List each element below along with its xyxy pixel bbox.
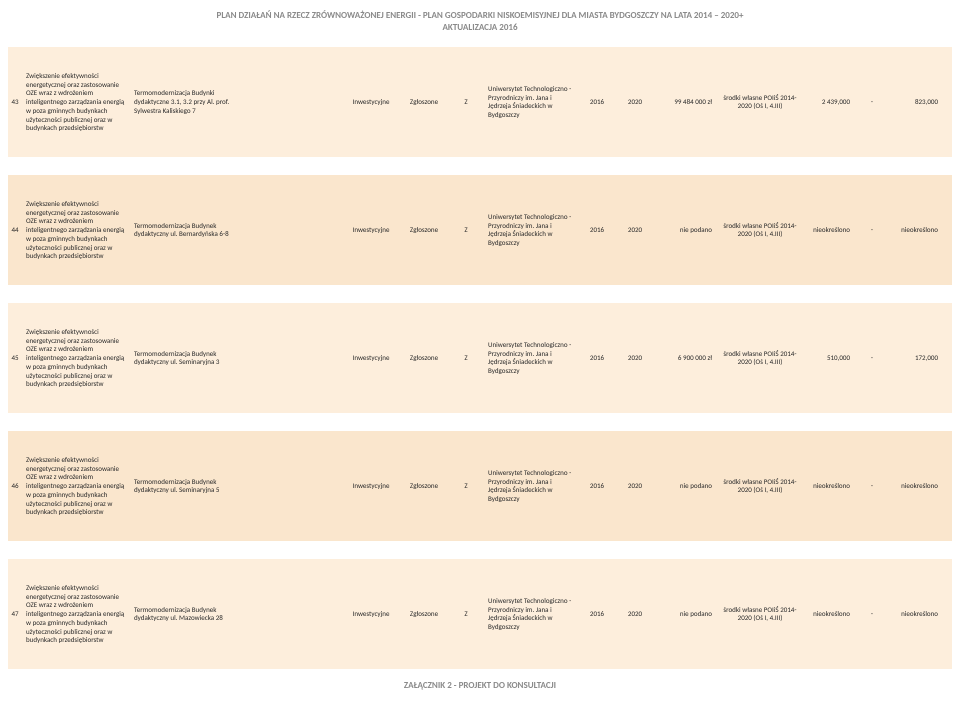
row-index: 44 bbox=[8, 175, 22, 285]
row-applicant: Uniwersytet Technologiczno - Przyrodnicz… bbox=[484, 175, 578, 285]
row-flag: Z bbox=[448, 559, 484, 669]
row-description: Zwiększenie efektywności energetycznej o… bbox=[22, 175, 130, 285]
row-cost: nie podano bbox=[654, 175, 716, 285]
title-line-1: PLAN DZIAŁAŃ NA RZECZ ZRÓWNOWAŻONEJ ENER… bbox=[217, 10, 744, 21]
row-year-from: 2016 bbox=[578, 559, 616, 669]
table-row: 45 Zwiększenie efektywności energetyczne… bbox=[8, 303, 952, 413]
row-source: środki własne POIiŚ 2014-2020 (Oś I, 4.I… bbox=[716, 431, 804, 541]
row-project: Termomodernizacja Budynek dydaktyczny ul… bbox=[130, 559, 240, 669]
row-type: Inwestycyjne bbox=[342, 559, 400, 669]
row-year-from: 2016 bbox=[578, 47, 616, 157]
row-value-1: nieokreślono bbox=[804, 431, 854, 541]
row-value-2: 823,000 bbox=[890, 47, 942, 157]
row-type: Inwestycyjne bbox=[342, 431, 400, 541]
table-row: 46 Zwiększenie efektywności energetyczne… bbox=[8, 431, 952, 541]
row-year-to: 2020 bbox=[616, 175, 654, 285]
row-flag: Z bbox=[448, 431, 484, 541]
row-project: Termomodernizacja Budynek dydaktyczny ul… bbox=[130, 431, 240, 541]
row-year-to: 2020 bbox=[616, 47, 654, 157]
row-index: 46 bbox=[8, 431, 22, 541]
row-flag: Z bbox=[448, 47, 484, 157]
title-line-2: AKTUALIZACJA 2016 bbox=[442, 22, 517, 33]
row-status: Zgłoszone bbox=[400, 47, 448, 157]
row-flag: Z bbox=[448, 303, 484, 413]
row-index: 47 bbox=[8, 559, 22, 669]
row-spacer bbox=[240, 559, 342, 669]
row-spacer bbox=[240, 175, 342, 285]
row-dash: - bbox=[854, 559, 890, 669]
row-description: Zwiększenie efektywności energetycznej o… bbox=[22, 303, 130, 413]
table-row: 44 Zwiększenie efektywności energetyczne… bbox=[8, 175, 952, 285]
row-status: Zgłoszone bbox=[400, 431, 448, 541]
row-applicant: Uniwersytet Technologiczno - Przyrodnicz… bbox=[484, 47, 578, 157]
row-year-to: 2020 bbox=[616, 303, 654, 413]
row-type: Inwestycyjne bbox=[342, 303, 400, 413]
row-dash: - bbox=[854, 47, 890, 157]
row-value-2: 172,000 bbox=[890, 303, 942, 413]
table-row: 43 Zwiększenie efektywności energetyczne… bbox=[8, 47, 952, 157]
row-dash: - bbox=[854, 303, 890, 413]
row-source: środki własne POIiŚ 2014-2020 (Oś I, 4.I… bbox=[716, 303, 804, 413]
row-value-2: nieokreślono bbox=[890, 559, 942, 669]
row-cost: 99 484 000 zł bbox=[654, 47, 716, 157]
row-cost: 6 900 000 zł bbox=[654, 303, 716, 413]
row-applicant: Uniwersytet Technologiczno - Przyrodnicz… bbox=[484, 559, 578, 669]
row-source: środki własne POIiŚ 2014-2020 (Oś I, 4.I… bbox=[716, 175, 804, 285]
row-description: Zwiększenie efektywności energetycznej o… bbox=[22, 431, 130, 541]
row-flag: Z bbox=[448, 175, 484, 285]
row-year-from: 2016 bbox=[578, 303, 616, 413]
row-status: Zgłoszone bbox=[400, 175, 448, 285]
row-description: Zwiększenie efektywności energetycznej o… bbox=[22, 559, 130, 669]
document-footer: ZAŁĄCZNIK 2 - PROJEKT DO KONSULTACJI bbox=[8, 680, 952, 691]
row-description: Zwiększenie efektywności energetycznej o… bbox=[22, 47, 130, 157]
row-value-2: nieokreślono bbox=[890, 431, 942, 541]
row-cost: nie podano bbox=[654, 559, 716, 669]
row-dash: - bbox=[854, 175, 890, 285]
row-applicant: Uniwersytet Technologiczno - Przyrodnicz… bbox=[484, 431, 578, 541]
row-value-2: nieokreślono bbox=[890, 175, 942, 285]
row-type: Inwestycyjne bbox=[342, 47, 400, 157]
row-year-to: 2020 bbox=[616, 559, 654, 669]
row-value-1: nieokreślono bbox=[804, 175, 854, 285]
row-source: środki własne POIiŚ 2014-2020 (Oś I, 4.I… bbox=[716, 47, 804, 157]
document-page: PLAN DZIAŁAŃ NA RZECZ ZRÓWNOWAŻONEJ ENER… bbox=[0, 0, 960, 699]
row-source: środki własne POIiŚ 2014-2020 (Oś I, 4.I… bbox=[716, 559, 804, 669]
document-title: PLAN DZIAŁAŃ NA RZECZ ZRÓWNOWAŻONEJ ENER… bbox=[8, 10, 952, 33]
row-spacer bbox=[240, 431, 342, 541]
row-value-1: 2 439,000 bbox=[804, 47, 854, 157]
table-row: 47 Zwiększenie efektywności energetyczne… bbox=[8, 559, 952, 669]
row-type: Inwestycyjne bbox=[342, 175, 400, 285]
row-year-from: 2016 bbox=[578, 431, 616, 541]
row-value-1: 510,000 bbox=[804, 303, 854, 413]
row-status: Zgłoszone bbox=[400, 559, 448, 669]
row-year-to: 2020 bbox=[616, 431, 654, 541]
row-project: Termomodernizacja Budynki dydaktyczne 3.… bbox=[130, 47, 240, 157]
row-applicant: Uniwersytet Technologiczno - Przyrodnicz… bbox=[484, 303, 578, 413]
row-status: Zgłoszone bbox=[400, 303, 448, 413]
row-value-1: nieokreślono bbox=[804, 559, 854, 669]
table-body: 43 Zwiększenie efektywności energetyczne… bbox=[8, 47, 952, 669]
row-cost: nie podano bbox=[654, 431, 716, 541]
row-index: 45 bbox=[8, 303, 22, 413]
row-spacer bbox=[240, 303, 342, 413]
row-project: Termomodernizacja Budynek dydaktyczny ul… bbox=[130, 303, 240, 413]
row-project: Termomodernizacja Budynek dydaktyczny ul… bbox=[130, 175, 240, 285]
row-dash: - bbox=[854, 431, 890, 541]
row-spacer bbox=[240, 47, 342, 157]
row-index: 43 bbox=[8, 47, 22, 157]
row-year-from: 2016 bbox=[578, 175, 616, 285]
